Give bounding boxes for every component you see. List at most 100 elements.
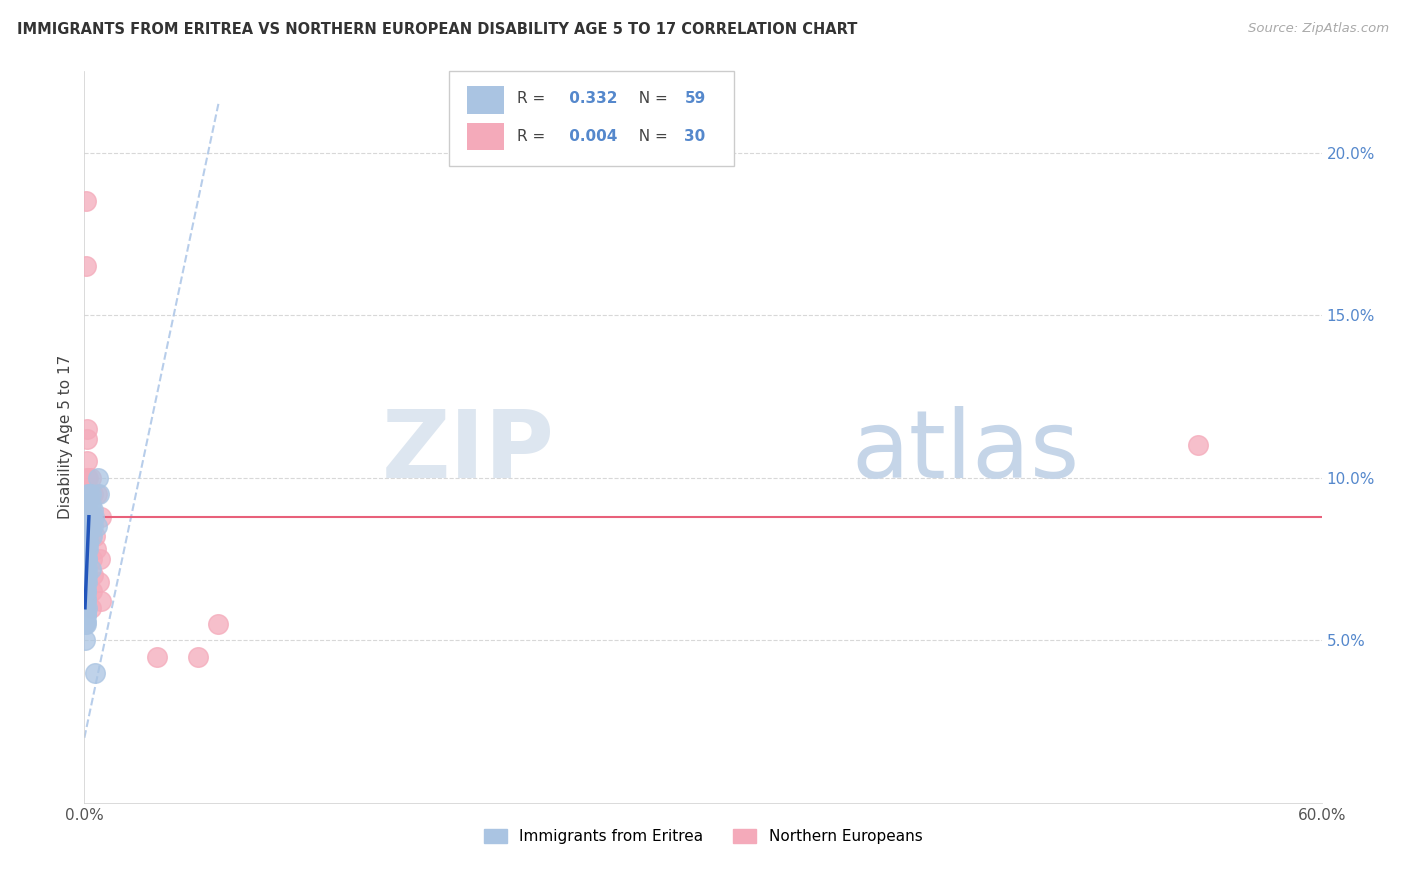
Point (79, 497, 101, 511)
Point (77, 509, 100, 524)
Point (75, 552, 97, 566)
Point (75, 600, 97, 615)
Point (76, 552, 98, 566)
Text: 0.004: 0.004 (564, 129, 617, 144)
Point (79, 600, 101, 615)
Point (75, 607, 97, 622)
Point (75, 584, 97, 599)
Point (77, 503, 100, 517)
FancyBboxPatch shape (450, 71, 734, 167)
Point (75, 607, 97, 622)
FancyBboxPatch shape (467, 86, 503, 114)
Point (77, 519, 100, 533)
Point (75, 562, 97, 576)
Point (76, 432, 98, 446)
Point (73, 617, 96, 632)
Point (75, 552, 97, 566)
Point (87, 574, 110, 589)
Point (79, 519, 101, 533)
Point (77, 503, 100, 517)
Point (76, 422, 98, 436)
Point (82, 519, 104, 533)
Point (76, 509, 98, 524)
Point (76, 519, 98, 533)
Text: N =: N = (628, 91, 672, 106)
Point (207, 617, 229, 632)
Point (82, 487, 104, 501)
Point (89, 552, 111, 566)
Point (82, 568, 104, 582)
Point (87, 471, 110, 485)
Point (77, 519, 100, 533)
Point (76, 574, 98, 589)
Point (83, 665, 105, 680)
Point (75, 574, 97, 589)
Text: R =: R = (517, 129, 551, 144)
Point (82, 529, 104, 543)
Point (82, 503, 104, 517)
Point (76, 471, 98, 485)
Point (75, 617, 97, 632)
Text: ZIP: ZIP (381, 406, 554, 498)
Text: IMMIGRANTS FROM ERITREA VS NORTHERN EUROPEAN DISABILITY AGE 5 TO 17 CORRELATION : IMMIGRANTS FROM ERITREA VS NORTHERN EURO… (17, 22, 858, 37)
Point (86, 519, 108, 533)
Text: 30: 30 (685, 129, 706, 144)
Point (75, 568, 97, 582)
Point (75, 591, 97, 605)
Point (90, 509, 112, 524)
Point (79, 509, 101, 524)
Point (76, 562, 98, 576)
Point (76, 535, 98, 549)
Point (187, 649, 209, 664)
Point (76, 542, 98, 557)
Point (1187, 438, 1209, 452)
Point (76, 454, 98, 468)
Point (75, 614, 97, 628)
Text: atlas: atlas (852, 406, 1080, 498)
Point (86, 487, 108, 501)
Text: R =: R = (517, 91, 551, 106)
Text: 0.332: 0.332 (564, 91, 617, 106)
Point (75, 607, 97, 622)
Point (80, 509, 103, 524)
Point (145, 649, 167, 664)
Point (76, 535, 98, 549)
Point (76, 542, 98, 557)
Point (77, 529, 100, 543)
Point (80, 509, 103, 524)
Point (79, 519, 101, 533)
Point (77, 503, 100, 517)
Point (75, 194, 97, 209)
Point (77, 487, 100, 501)
Point (90, 594, 112, 608)
Point (76, 568, 98, 582)
Text: N =: N = (628, 129, 672, 144)
Text: 59: 59 (685, 91, 706, 106)
Point (79, 471, 101, 485)
Point (75, 633, 97, 648)
Point (77, 487, 100, 501)
FancyBboxPatch shape (467, 122, 503, 151)
Point (83, 529, 105, 543)
Point (77, 471, 100, 485)
Point (87, 487, 110, 501)
Legend: Immigrants from Eritrea, Northern Europeans: Immigrants from Eritrea, Northern Europe… (478, 822, 928, 850)
Point (77, 535, 100, 549)
Point (80, 552, 103, 566)
Point (84, 542, 107, 557)
Y-axis label: Disability Age 5 to 17: Disability Age 5 to 17 (58, 355, 73, 519)
Point (75, 260, 97, 274)
Point (75, 594, 97, 608)
Point (77, 487, 100, 501)
Point (79, 562, 101, 576)
Text: Source: ZipAtlas.com: Source: ZipAtlas.com (1249, 22, 1389, 36)
Point (79, 529, 101, 543)
Point (83, 509, 105, 524)
Point (80, 584, 103, 599)
Point (75, 584, 97, 599)
Point (75, 584, 97, 599)
Point (76, 552, 98, 566)
Point (77, 497, 100, 511)
Point (76, 600, 98, 615)
Point (75, 529, 97, 543)
